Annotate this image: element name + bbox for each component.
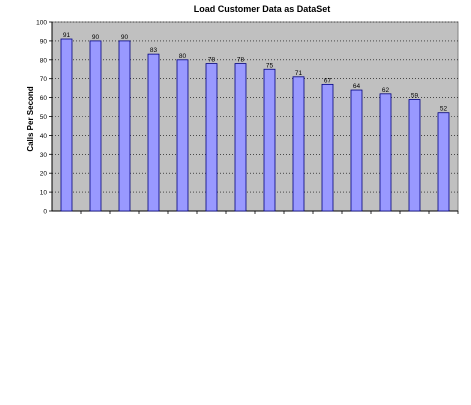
chart-title: Load Customer Data as DataSet bbox=[194, 4, 331, 14]
y-tick-label: 20 bbox=[40, 171, 48, 178]
y-tick-label: 0 bbox=[43, 209, 47, 216]
bar bbox=[89, 40, 102, 212]
y-tick-label: 100 bbox=[36, 20, 47, 27]
bar-data-label: 67 bbox=[324, 77, 332, 84]
bar bbox=[118, 40, 131, 212]
bar-data-label: 75 bbox=[266, 62, 274, 69]
y-tick-label: 90 bbox=[40, 38, 48, 45]
bar bbox=[147, 53, 160, 212]
y-tick-label: 40 bbox=[40, 133, 48, 140]
y-tick-label: 30 bbox=[40, 152, 48, 159]
bar-data-label: 90 bbox=[92, 34, 100, 41]
bar bbox=[60, 38, 73, 212]
bar-data-label: 91 bbox=[63, 32, 71, 39]
bar bbox=[176, 59, 189, 212]
bar bbox=[234, 63, 247, 212]
y-tick-label: 50 bbox=[40, 114, 48, 121]
bar bbox=[408, 99, 421, 212]
bar bbox=[437, 112, 450, 212]
bar-data-label: 52 bbox=[440, 106, 448, 113]
bar-data-label: 90 bbox=[121, 34, 129, 41]
bar-data-label: 62 bbox=[382, 87, 390, 94]
y-tick-label: 70 bbox=[40, 76, 48, 83]
bar bbox=[379, 93, 392, 212]
plot-area: 0 10 20 30 40 50 60 70 80 90 100 91 90 90 83 80 78 78 75 71… bbox=[36, 20, 459, 216]
bar bbox=[292, 76, 305, 212]
bar-data-label: 80 bbox=[179, 53, 187, 60]
bar-data-label: 64 bbox=[353, 83, 361, 90]
bar-data-label: 78 bbox=[237, 57, 245, 64]
bar bbox=[263, 68, 276, 212]
bar-data-label: 78 bbox=[208, 57, 216, 64]
bar bbox=[321, 83, 334, 212]
bar bbox=[350, 89, 363, 212]
y-tick-label: 10 bbox=[40, 190, 48, 197]
y-tick-label: 80 bbox=[40, 57, 48, 64]
bar-data-label: 71 bbox=[295, 70, 303, 77]
y-tick-label: 60 bbox=[40, 95, 48, 102]
y-axis-label: Calls Per Second bbox=[26, 86, 35, 151]
bar-data-label: 83 bbox=[150, 47, 158, 54]
bar-data-label: 59 bbox=[411, 92, 419, 99]
bar bbox=[205, 63, 218, 212]
